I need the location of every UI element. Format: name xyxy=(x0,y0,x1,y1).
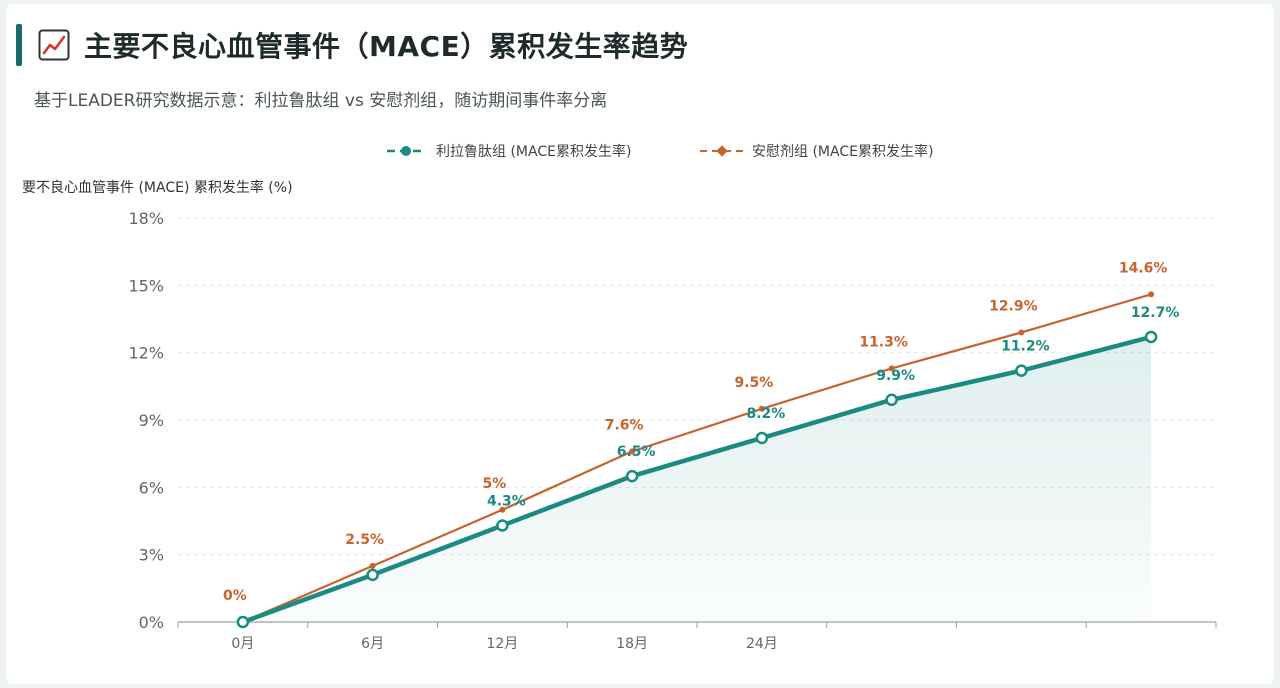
placebo-point xyxy=(1148,291,1155,298)
placebo-data-label: 7.6% xyxy=(605,417,644,433)
x-tick-label: 24月 xyxy=(746,636,778,652)
liraglutide-data-label: 4.3% xyxy=(487,493,526,509)
liraglutide-data-label: 9.9% xyxy=(876,368,915,384)
y-tick-label: 18% xyxy=(128,209,164,228)
placebo-data-label: 2.5% xyxy=(345,532,384,548)
y-tick-label: 12% xyxy=(128,344,164,363)
liraglutide-data-label: 6.5% xyxy=(617,444,656,460)
placebo-data-label: 11.3% xyxy=(859,334,908,350)
y-tick-label: 3% xyxy=(139,546,164,565)
line-layer xyxy=(242,293,1152,625)
placebo-data-label: 9.5% xyxy=(734,375,773,391)
liraglutide-point xyxy=(885,393,898,407)
liraglutide-data-label: 8.2% xyxy=(746,406,785,422)
placebo-data-label: 5% xyxy=(482,476,506,492)
x-tick-label: 18月 xyxy=(616,636,648,652)
legend-liraglutide-marker xyxy=(401,146,411,156)
legend-placebo-label: 安慰剂组 (MACE累积发生率) xyxy=(752,143,933,160)
label-layer: 0% 2.5% 5% 7.6% 9.5% 11.3% 12.9% 14.6% 4.3% 6.5% 8… xyxy=(223,260,1179,604)
liraglutide-line xyxy=(242,334,1152,625)
y-axis-label: 要不良心血管事件 (MACE) 累积发生率 (%) xyxy=(22,179,293,196)
liraglutide-point xyxy=(625,469,639,483)
y-tick-label: 0% xyxy=(139,613,164,632)
placebo-data-label: 0% xyxy=(223,588,247,604)
liraglutide-point xyxy=(366,568,379,582)
placebo-point xyxy=(1018,329,1025,336)
area-layer xyxy=(242,336,1152,622)
liraglutide-point xyxy=(236,615,250,629)
y-tick-label: 6% xyxy=(139,478,164,497)
legend-placebo-marker xyxy=(716,145,728,157)
placebo-point xyxy=(888,365,895,372)
x-tick-label: 6月 xyxy=(361,636,384,652)
placebo-point xyxy=(369,562,376,569)
chart-subtitle: 基于LEADER研究数据示意：利拉鲁肽组 vs 安慰剂组，随访期间事件率分离 xyxy=(34,91,608,111)
point-layer xyxy=(236,291,1158,629)
legend: 利拉鲁肽组 (MACE累积发生率) 安慰剂组 (MACE累积发生率) xyxy=(387,143,933,160)
placebo-data-label: 12.9% xyxy=(989,298,1038,314)
y-tick-label: 9% xyxy=(139,411,164,430)
page-title: 主要不良心血管事件（MACE）累积发生率趋势 xyxy=(84,30,689,63)
liraglutide-data-label: 12.7% xyxy=(1131,305,1180,321)
liraglutide-data-label: 11.2% xyxy=(1001,339,1050,355)
y-tick-label: 15% xyxy=(128,276,164,295)
accent-bar xyxy=(16,24,22,66)
placebo-point xyxy=(499,506,506,513)
placebo-point xyxy=(758,405,765,412)
liraglutide-area xyxy=(242,336,1152,622)
title-row: 主要不良心血管事件（MACE）累积发生率趋势 xyxy=(16,22,688,68)
liraglutide-point xyxy=(496,519,509,532)
x-tick-label: 12月 xyxy=(486,636,518,652)
x-tick-label: 0月 xyxy=(231,636,254,652)
legend-liraglutide-label: 利拉鲁肽组 (MACE累积发生率) xyxy=(436,143,631,160)
placebo-line xyxy=(242,293,1152,624)
liraglutide-point xyxy=(1144,330,1158,344)
liraglutide-point xyxy=(1015,364,1028,377)
placebo-data-label: 14.6% xyxy=(1119,260,1168,276)
liraglutide-point xyxy=(755,431,769,445)
placebo-point xyxy=(629,448,636,455)
trend-chart-icon xyxy=(38,29,70,61)
